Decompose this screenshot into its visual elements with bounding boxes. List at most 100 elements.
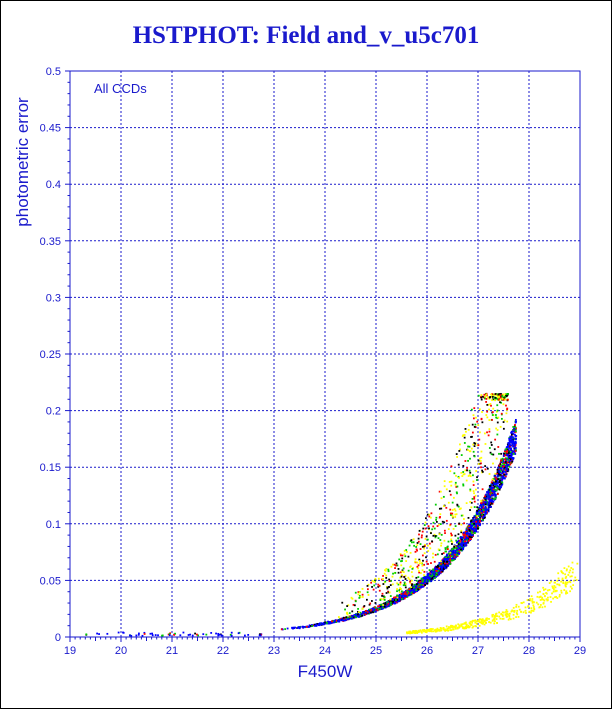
data-point xyxy=(481,513,484,516)
data-point xyxy=(413,586,415,589)
data-point xyxy=(425,560,428,563)
data-point xyxy=(504,459,507,462)
data-point xyxy=(340,619,343,622)
data-point xyxy=(565,591,568,594)
data-point xyxy=(430,575,433,578)
data-point xyxy=(473,522,475,525)
data-point xyxy=(308,624,311,627)
data-point xyxy=(476,509,479,512)
data-point xyxy=(409,540,412,542)
data-point xyxy=(161,634,163,637)
data-point xyxy=(449,512,452,515)
data-point xyxy=(502,617,505,620)
data-point xyxy=(488,396,491,399)
data-point xyxy=(430,570,433,572)
data-point xyxy=(561,578,564,581)
data-point xyxy=(465,623,468,626)
data-point xyxy=(483,515,486,518)
data-point xyxy=(412,566,415,569)
data-point xyxy=(396,588,398,591)
data-point xyxy=(497,482,499,485)
data-point xyxy=(394,567,396,569)
data-point xyxy=(467,525,470,528)
data-point xyxy=(400,588,402,590)
data-point xyxy=(448,560,451,563)
data-point xyxy=(421,554,424,557)
data-point xyxy=(442,568,445,571)
data-point xyxy=(509,451,512,454)
data-point xyxy=(564,584,567,587)
data-point xyxy=(449,514,452,516)
data-point xyxy=(474,530,477,533)
data-point xyxy=(380,603,383,606)
data-point xyxy=(403,597,406,600)
data-point xyxy=(366,591,369,594)
data-point xyxy=(501,398,504,401)
data-point xyxy=(383,572,386,575)
data-point xyxy=(404,574,407,577)
data-point xyxy=(474,518,477,521)
data-point xyxy=(421,564,424,567)
data-point xyxy=(506,420,509,423)
data-point xyxy=(484,500,486,503)
data-point xyxy=(502,421,505,423)
data-point xyxy=(510,453,513,456)
data-point xyxy=(427,576,430,579)
data-point xyxy=(502,472,504,475)
data-point xyxy=(415,630,418,633)
data-point xyxy=(499,401,501,404)
data-point xyxy=(499,471,501,474)
data-point xyxy=(478,438,481,441)
data-point xyxy=(469,489,472,492)
data-point xyxy=(568,571,571,574)
data-point xyxy=(490,486,493,488)
data-point xyxy=(351,617,354,620)
data-point xyxy=(403,581,406,584)
chart-title: HSTPHOT: Field and_v_u5c701 xyxy=(132,22,480,49)
data-point xyxy=(463,434,466,436)
data-point xyxy=(405,595,408,598)
data-point xyxy=(416,632,419,634)
data-point xyxy=(454,544,457,547)
data-point xyxy=(461,536,464,539)
x-tick-label: 26 xyxy=(421,645,433,657)
data-point xyxy=(459,448,461,451)
data-point xyxy=(483,393,486,396)
data-point xyxy=(492,498,495,501)
data-point xyxy=(434,628,437,631)
data-point xyxy=(151,632,154,635)
data-point xyxy=(446,546,449,549)
data-point xyxy=(429,578,432,581)
data-point xyxy=(560,591,563,594)
data-point xyxy=(377,605,379,608)
data-point xyxy=(460,623,463,626)
data-point xyxy=(508,447,511,449)
data-point xyxy=(428,576,431,579)
data-point xyxy=(106,632,109,635)
data-point xyxy=(415,548,418,551)
data-point xyxy=(424,581,427,583)
data-point xyxy=(385,592,388,594)
data-point xyxy=(389,595,392,597)
data-point xyxy=(463,535,466,538)
data-point xyxy=(376,608,379,611)
data-point xyxy=(494,480,497,483)
data-point xyxy=(354,591,357,594)
data-point xyxy=(369,609,372,612)
data-point xyxy=(497,446,500,448)
data-point xyxy=(493,393,496,396)
data-point xyxy=(472,414,475,417)
data-point xyxy=(444,567,447,570)
data-point xyxy=(335,619,338,622)
data-point xyxy=(524,606,527,609)
data-point xyxy=(379,605,382,608)
data-point xyxy=(478,509,481,512)
data-point xyxy=(503,462,506,464)
data-point xyxy=(374,602,377,604)
data-point xyxy=(417,537,420,540)
data-point xyxy=(389,603,392,606)
data-point xyxy=(426,544,429,547)
data-point xyxy=(465,531,468,534)
data-point xyxy=(431,574,434,577)
data-point xyxy=(501,617,504,620)
